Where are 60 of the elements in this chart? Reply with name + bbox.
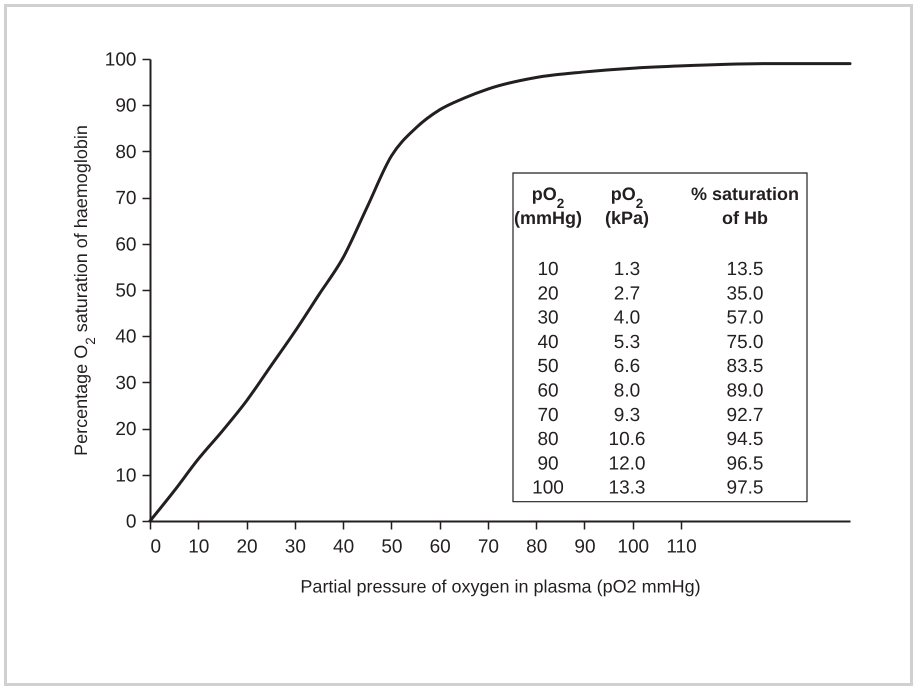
annotation: 94.5 xyxy=(726,429,764,450)
annotation: 30 xyxy=(537,308,559,329)
x-tick-label: 110 xyxy=(666,536,697,558)
annotation: 100 xyxy=(532,478,564,499)
annotation: pO$_{2}$ xyxy=(532,184,564,210)
y-tick-label: 100 xyxy=(104,50,136,70)
annotation: of Hb xyxy=(722,208,768,228)
x-tick-label: 40 xyxy=(333,536,354,558)
annotation: 96.5 xyxy=(726,453,764,474)
annotation: % saturation xyxy=(690,184,800,204)
x-tick-label: 60 xyxy=(430,536,451,558)
annotation: 8.0 xyxy=(614,380,640,402)
x-tick-label: 100 xyxy=(617,536,650,558)
x-tick-label: 20 xyxy=(236,536,258,558)
annotation: 4.0 xyxy=(614,308,640,329)
annotation: (mmHg) xyxy=(514,208,582,228)
annotation: 10 xyxy=(537,259,559,280)
annotation: 6.6 xyxy=(614,356,640,378)
annotation: pO$_{2}$ xyxy=(610,184,644,210)
x-tick-label: 50 xyxy=(381,536,402,558)
annotation: 70 xyxy=(537,404,559,426)
x-tick-label: 30 xyxy=(284,536,306,558)
y-tick-label: 40 xyxy=(115,326,136,348)
y-tick-label: 30 xyxy=(115,372,136,394)
annotation: 75.0 xyxy=(726,332,764,353)
annotation: 5.3 xyxy=(614,332,640,353)
annotation: 40 xyxy=(537,332,559,353)
y-tick-label: 0 xyxy=(126,512,136,532)
y-tick-label: 90 xyxy=(115,96,136,117)
annotation: 89.0 xyxy=(726,380,764,402)
annotation: 92.7 xyxy=(726,404,764,426)
y-tick-label: 50 xyxy=(115,280,136,302)
annotation: 12.0 xyxy=(608,453,646,474)
x-tick-label: 70 xyxy=(478,536,499,558)
annotation: 50 xyxy=(537,356,559,378)
annotation: 57.0 xyxy=(726,308,764,329)
x-tick-label: 80 xyxy=(526,536,548,558)
annotation: 97.5 xyxy=(726,478,764,499)
annotation: 13.5 xyxy=(726,259,764,280)
annotation: 2.7 xyxy=(614,283,640,304)
y-tick-label: 60 xyxy=(115,234,136,256)
annotation: 35.0 xyxy=(726,283,764,304)
x-tick-label: 0 xyxy=(150,536,162,558)
y-tick-label: 20 xyxy=(115,419,136,440)
x-tick-label: 10 xyxy=(188,536,210,558)
annotation: (kPa) xyxy=(604,208,650,228)
annotation: 9.3 xyxy=(614,404,640,426)
annotation: 80 xyxy=(537,429,559,450)
annotation: 90 xyxy=(537,453,559,474)
x-tick-label: 90 xyxy=(574,536,596,558)
y-tick-label: 80 xyxy=(115,142,136,163)
y-tick-label: 70 xyxy=(115,188,136,210)
annotation: 13.3 xyxy=(608,478,646,499)
x-axis-title: Partial pressure of oxygen in plasma (pO2 mmHg) xyxy=(300,576,701,596)
annotation: 20 xyxy=(537,283,559,304)
y-tick-label: 10 xyxy=(115,465,136,486)
annotation: 10.6 xyxy=(608,429,646,450)
annotation: 60 xyxy=(537,380,559,402)
annotation: 1.3 xyxy=(614,259,640,280)
annotation: 83.5 xyxy=(726,356,764,378)
